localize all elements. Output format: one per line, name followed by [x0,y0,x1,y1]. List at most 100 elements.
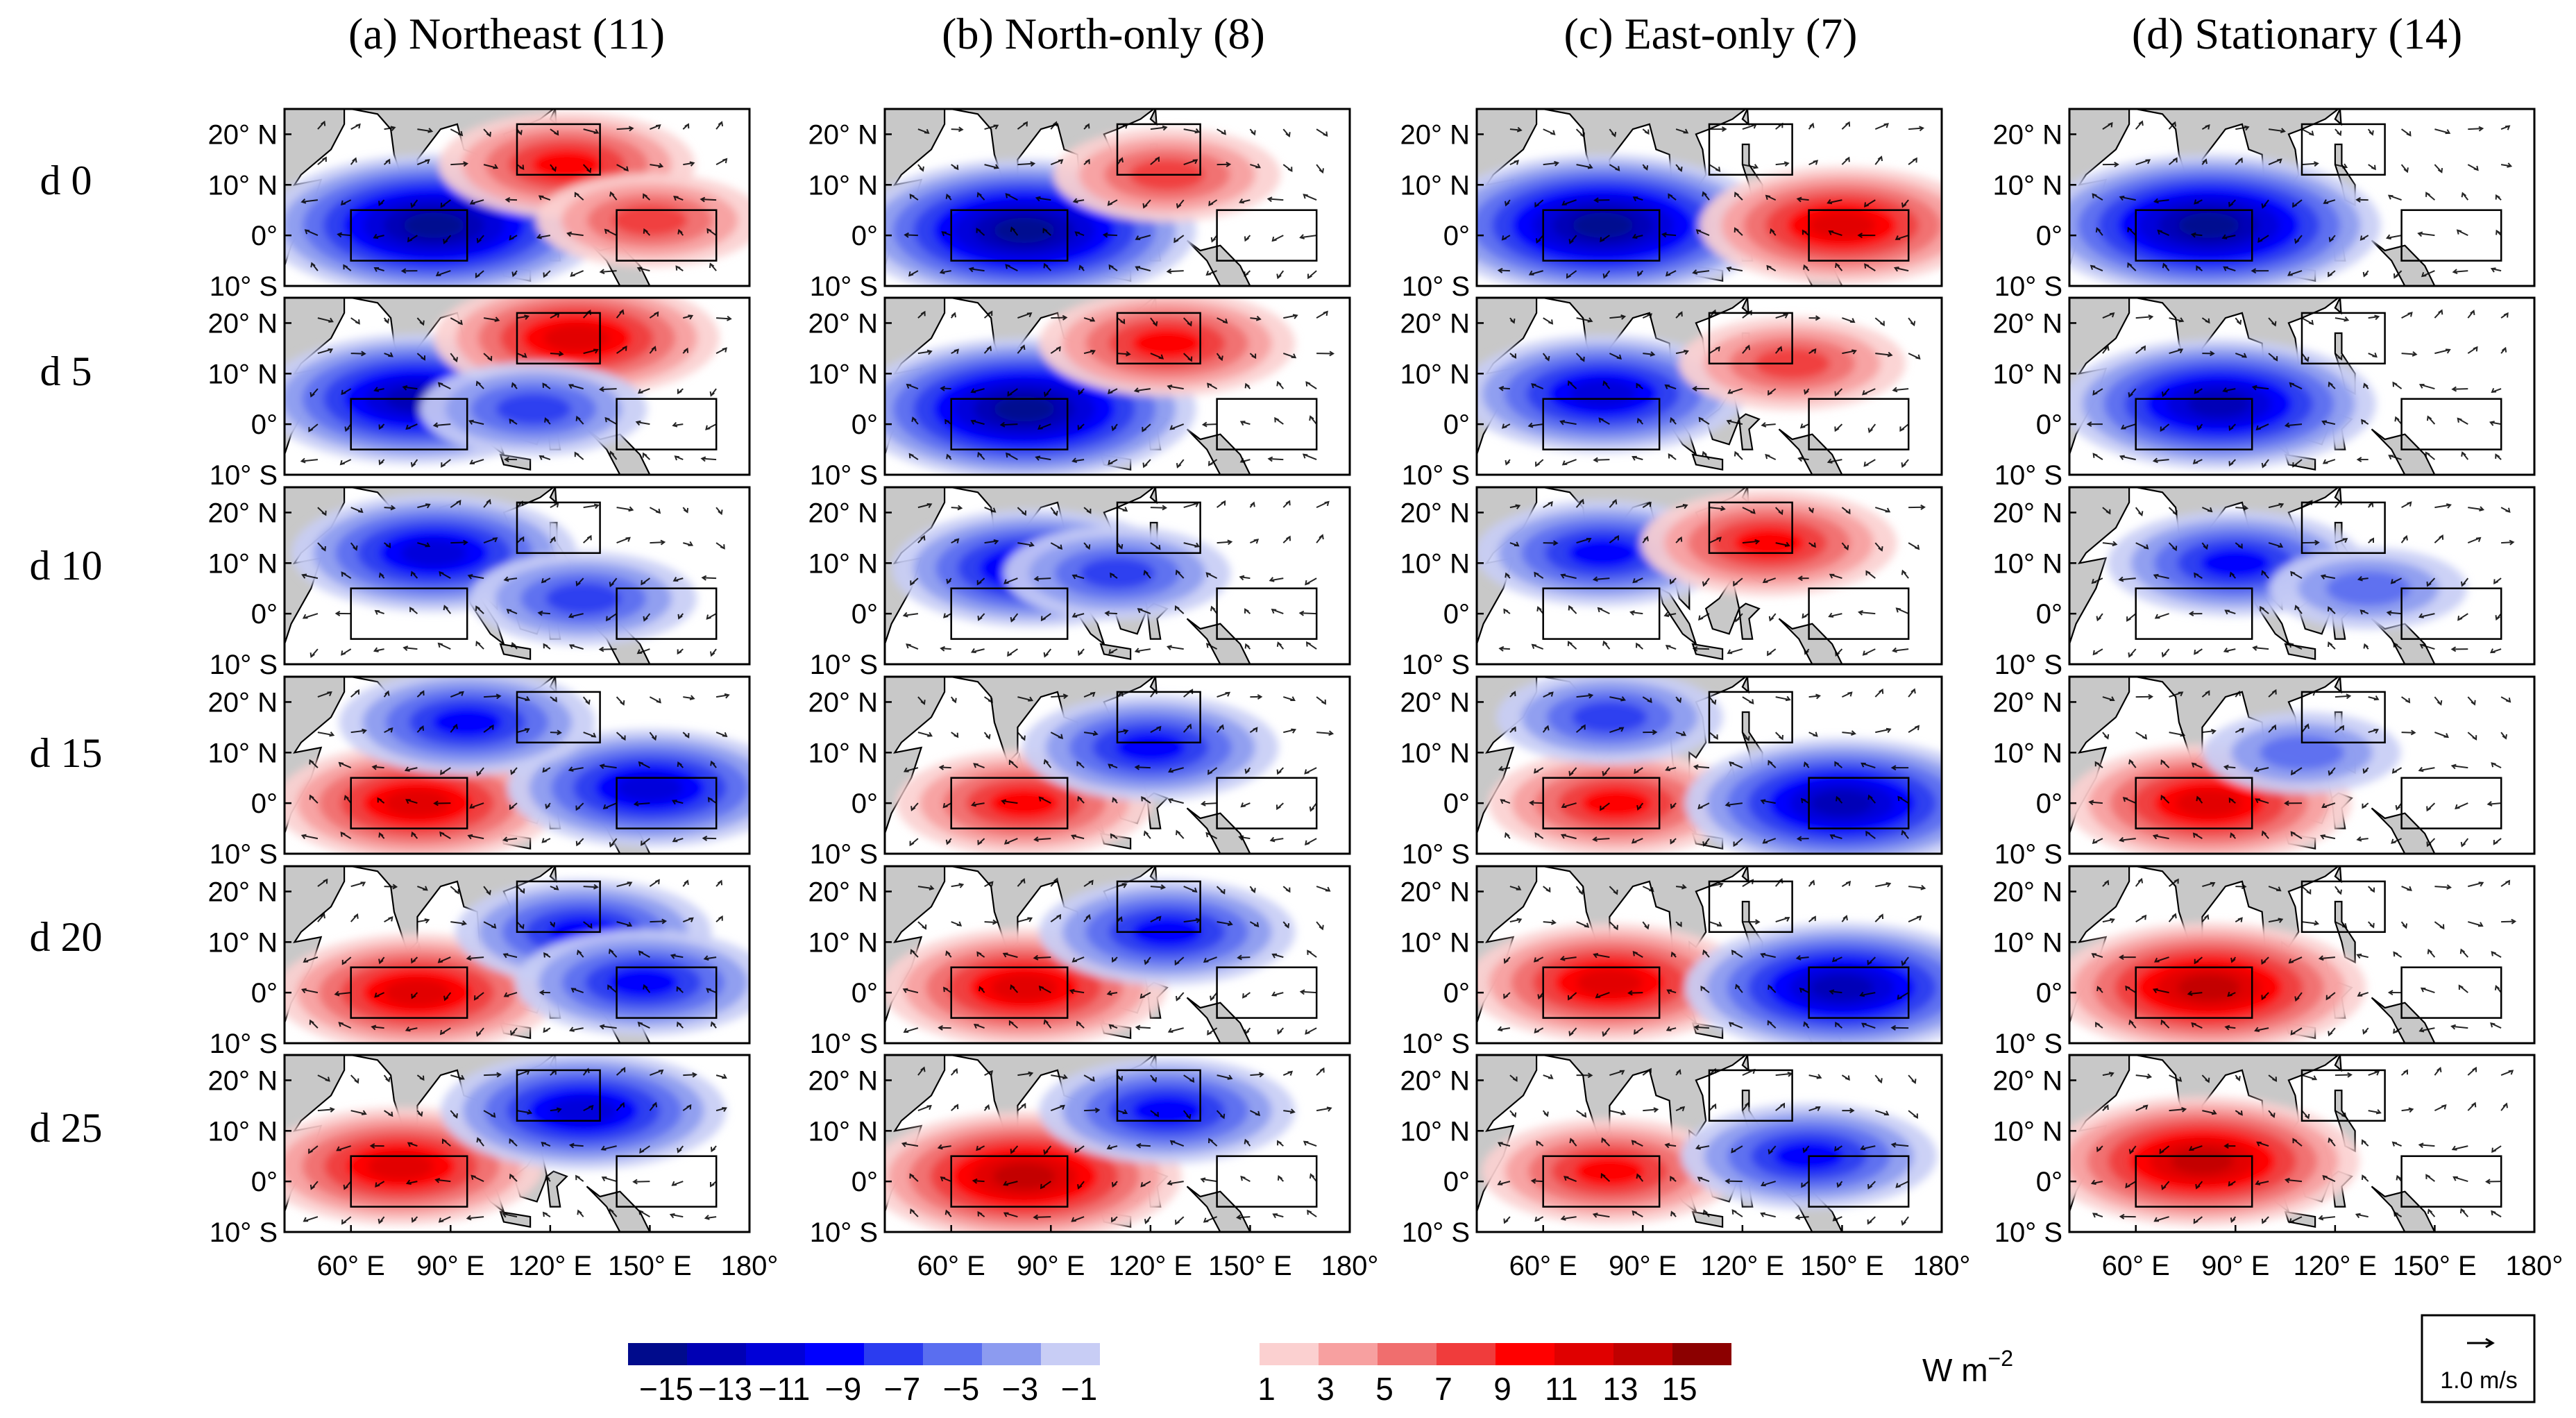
lat-tick-label: 20° N [808,308,879,339]
region-box [616,1155,718,1208]
wind-vector [902,1142,919,1147]
wind-arrowhead [520,888,525,894]
wind-arrowhead [1511,691,1516,697]
wind-arrowhead [1920,884,1926,891]
wind-arrowhead [2458,984,2464,990]
wind-arrowhead [1579,498,1584,505]
wind-arrowhead [1835,651,1840,657]
lat-tick-label: 0° [251,1167,278,1197]
wind-arrowhead [587,923,593,929]
wind-arrowhead [1244,382,1250,389]
wind-vector [1798,457,1809,461]
anomaly-contour [545,582,622,614]
wind-arrowhead [2337,130,2342,137]
wind-vector [2253,386,2269,390]
wind-vector [1183,503,1198,509]
wind-arrowhead [419,690,425,696]
wind-arrowhead [2407,886,2412,891]
wind-arrowhead [2342,163,2348,169]
wind-arrowhead [2096,1147,2102,1153]
wind-vector [1238,956,1251,959]
wind-vector [1562,802,1577,808]
wind-vector [502,1213,518,1218]
row-label: d 5 [40,348,92,394]
land-shape [1741,1055,1749,1072]
wind-arrowhead [2192,459,2198,464]
anomaly-contour [532,150,602,179]
wind-vector [1593,838,1610,841]
wind-arrowhead [2402,923,2408,929]
lon-tick-label: 120° E [1109,1251,1193,1281]
wind-vector [1675,886,1686,888]
wind-arrowhead [910,1208,915,1214]
wind-arrowhead [1108,389,1113,394]
lat-tick-label: 10° S [1994,1217,2062,1248]
wind-arrowhead [1620,1110,1627,1115]
land-shape [1149,487,1158,505]
wind-arrowhead [1002,952,1008,958]
wind-arrowhead [2230,957,2236,963]
wind-arrowhead [1643,535,1649,541]
wind-arrowhead [341,389,346,396]
wind-arrowhead [2261,203,2266,209]
wind-arrowhead [1053,510,1058,516]
wind-arrowhead [1883,123,1889,128]
wind-arrowhead [2363,643,2369,649]
wind-vector [1695,1026,1710,1029]
wind-vector [1300,235,1317,239]
wind-arrowhead [1020,735,1026,741]
wind-vector [636,421,650,425]
wind-arrowhead [511,271,517,278]
wind-arrowhead [972,1178,978,1184]
wind-arrowhead [386,543,391,548]
wind-vector [616,921,632,927]
wind-arrowhead [674,455,680,461]
wind-arrowhead [1920,504,1926,510]
wind-vector [2401,353,2416,355]
wind-arrowhead [1815,315,1821,321]
wind-arrowhead [1244,1138,1250,1145]
wind-arrowhead [2241,884,2247,890]
wind-arrowhead [1203,957,1209,963]
region-box [516,1069,601,1122]
wind-arrowhead [1168,768,1173,773]
wind-arrowhead [1702,191,1707,197]
lat-tick-label: 20° N [1400,498,1471,528]
wind-vector [539,611,550,615]
wind-vector [616,127,633,130]
wind-arrowhead [509,804,514,811]
wind-arrowhead [1695,1145,1701,1150]
wind-arrowhead [522,353,527,358]
wind-arrowhead [2502,1102,2508,1108]
wind-arrowhead [2410,729,2416,736]
wind-arrowhead [2196,795,2201,802]
wind-arrowhead [641,841,646,846]
wind-arrowhead [901,1142,907,1147]
wind-vector [1561,574,1577,580]
wind-arrowhead [2460,581,2466,587]
wind-vector [1594,459,1610,461]
wind-arrowhead [1716,537,1722,542]
lon-tick-label: 60° E [917,1251,985,1281]
wind-arrowhead [1092,730,1099,736]
wind-arrowhead [1813,160,1819,165]
lat-tick-label: 10° N [208,548,278,579]
wind-arrowhead [1754,539,1761,545]
lat-tick-label: 10° S [1994,650,2062,680]
wind-arrowhead [1207,382,1212,388]
wind-arrowhead [1272,1213,1278,1219]
wind-arrowhead [1627,990,1633,996]
wind-arrowhead [710,651,715,657]
reference-box-frame [2421,1314,2536,1403]
wind-vector [1694,766,1710,769]
wind-arrowhead [2309,130,2314,136]
wind-arrowhead [1062,314,1068,321]
colorbar-label: −15 [639,1371,693,1407]
wind-vector [600,765,617,769]
wind-arrowhead [378,424,384,430]
wind-arrowhead [2125,985,2130,991]
wind-vector [1498,1027,1511,1031]
wind-arrowhead [1035,455,1041,461]
wind-arrowhead [1255,1111,1261,1117]
wind-vector [1761,953,1776,959]
